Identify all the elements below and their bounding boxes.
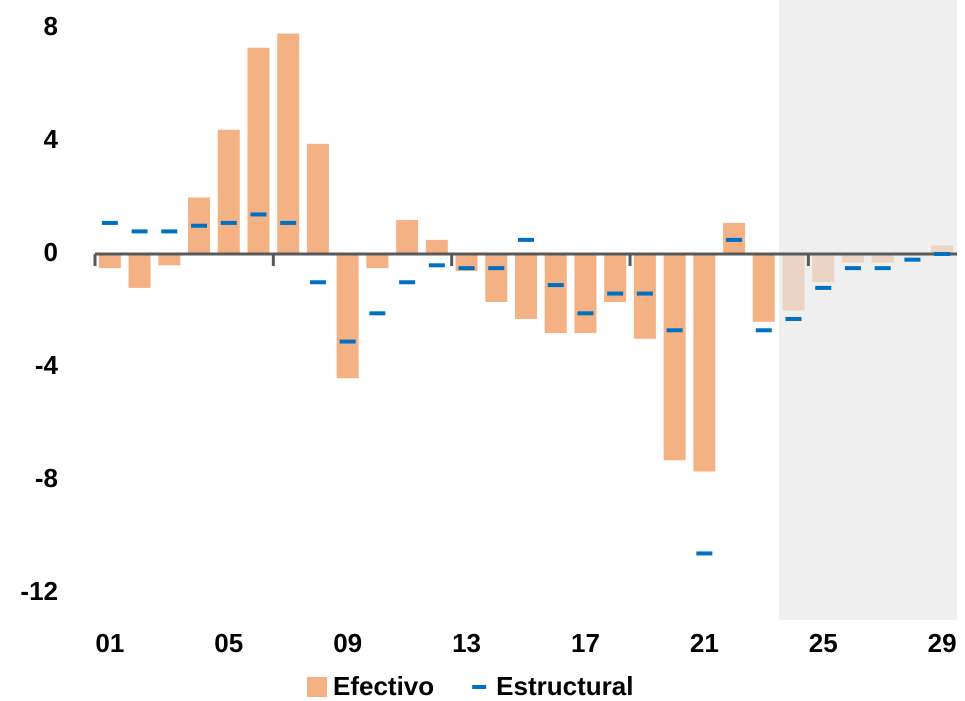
dash-marker [815,285,832,290]
forecast-shade [779,0,957,620]
bar [515,254,537,319]
bar [98,254,121,269]
x-tick-label: 01 [95,628,124,658]
bar [425,239,448,254]
legend-label: Estructural [496,671,633,701]
bar [752,254,775,322]
bar [544,254,567,334]
dash-marker [904,257,921,262]
dash-marker [339,339,356,344]
dash-marker [161,229,178,234]
dash-marker [220,220,237,225]
dash-marker [131,229,148,234]
bar [217,129,240,254]
x-tick-label: 05 [214,628,243,658]
dash-marker [726,237,743,242]
dash-marker [428,263,445,268]
dash-marker [785,316,802,321]
dash-marker [607,291,624,296]
dash-marker [844,266,861,271]
dash-marker [934,252,951,256]
bar [247,47,270,255]
legend: Efectivo Estructural [307,671,633,701]
x-tick-label: 17 [571,628,600,658]
dash-marker [666,328,683,333]
bar [663,254,686,461]
dash-layer [101,212,951,556]
bar [336,254,359,379]
bar [128,254,151,288]
dash-marker [309,280,326,285]
bar [574,254,597,334]
x-tick-label: 25 [809,628,838,658]
x-tick-label: 13 [452,628,481,658]
bar [693,254,716,472]
dash-marker [488,266,505,271]
dash-marker [250,212,267,217]
dash-marker [577,311,594,316]
bar [633,254,656,339]
dash-marker [547,283,564,288]
y-tick-label: -8 [35,463,58,493]
bar [366,254,389,269]
axis-layer: 8 4 0 -4 -8 -12 01 05 09 13 17 21 25 29 [20,11,957,658]
dash-marker [518,237,534,242]
dash-marker [369,311,386,316]
y-tick-label: 0 [44,237,58,267]
y-tick-label: -4 [35,350,59,380]
bar [604,254,627,303]
y-tick-label: 4 [44,124,59,154]
dash-marker [696,551,713,556]
bar [277,33,300,255]
bar [396,220,419,254]
dash-marker [280,220,297,225]
dash-marker [191,223,208,228]
legend-swatch [472,685,487,689]
dash-marker [636,291,653,296]
x-tick-label: 09 [333,628,362,658]
y-tick-label: -12 [20,576,58,606]
dash-marker [874,266,891,271]
y-tick-label: 8 [44,11,58,41]
dash-marker [755,328,772,333]
dash-marker [101,220,118,225]
bar [306,143,329,254]
dash-marker [399,280,416,285]
bar [158,254,181,266]
bar [485,254,508,303]
dash-marker [458,266,475,271]
legend-swatch [307,677,327,697]
x-tick-label: 29 [928,628,957,658]
legend-label: Efectivo [333,671,434,701]
x-tick-label: 21 [690,628,719,658]
